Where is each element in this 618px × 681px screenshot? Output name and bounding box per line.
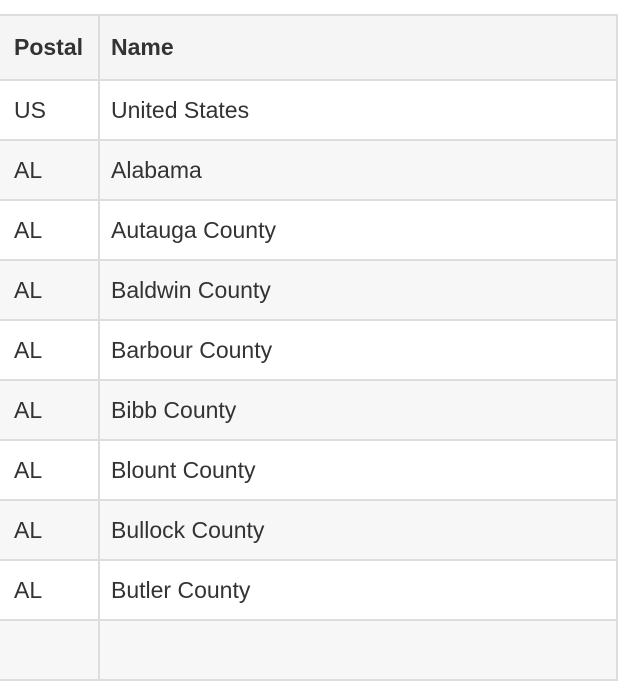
table-row[interactable]: AL Bullock County [0, 500, 616, 561]
postal-cell [0, 620, 100, 681]
name-cell: Alabama [99, 140, 616, 201]
table-row[interactable]: AL Blount County [0, 440, 616, 501]
name-cell: Baldwin County [99, 260, 616, 321]
name-cell: Blount County [99, 440, 616, 501]
postal-cell: AL [0, 500, 100, 561]
data-table-container: Postal Name US United States AL Alabama … [0, 14, 618, 681]
postal-cell: AL [0, 380, 100, 441]
name-cell: Autauga County [99, 200, 616, 261]
column-header-postal[interactable]: Postal [0, 16, 100, 81]
postal-cell: US [0, 80, 100, 141]
postal-cell: AL [0, 140, 100, 201]
name-cell: Bibb County [99, 380, 616, 441]
table-row[interactable]: AL Butler County [0, 560, 616, 621]
name-cell [99, 620, 616, 681]
name-cell: Barbour County [99, 320, 616, 381]
table-row[interactable] [0, 620, 616, 681]
table-row[interactable]: US United States [0, 80, 616, 141]
name-cell: United States [99, 80, 616, 141]
table-row[interactable]: AL Barbour County [0, 320, 616, 381]
table-row[interactable]: AL Baldwin County [0, 260, 616, 321]
postal-cell: AL [0, 200, 100, 261]
name-cell: Butler County [99, 560, 616, 621]
postal-cell: AL [0, 440, 100, 501]
column-header-name[interactable]: Name [99, 16, 616, 81]
table-row[interactable]: AL Autauga County [0, 200, 616, 261]
postal-cell: AL [0, 560, 100, 621]
table-row[interactable]: AL Alabama [0, 140, 616, 201]
data-table: Postal Name US United States AL Alabama … [0, 16, 616, 681]
table-header-row: Postal Name [0, 16, 616, 81]
table-row[interactable]: AL Bibb County [0, 380, 616, 441]
postal-cell: AL [0, 320, 100, 381]
name-cell: Bullock County [99, 500, 616, 561]
postal-cell: AL [0, 260, 100, 321]
